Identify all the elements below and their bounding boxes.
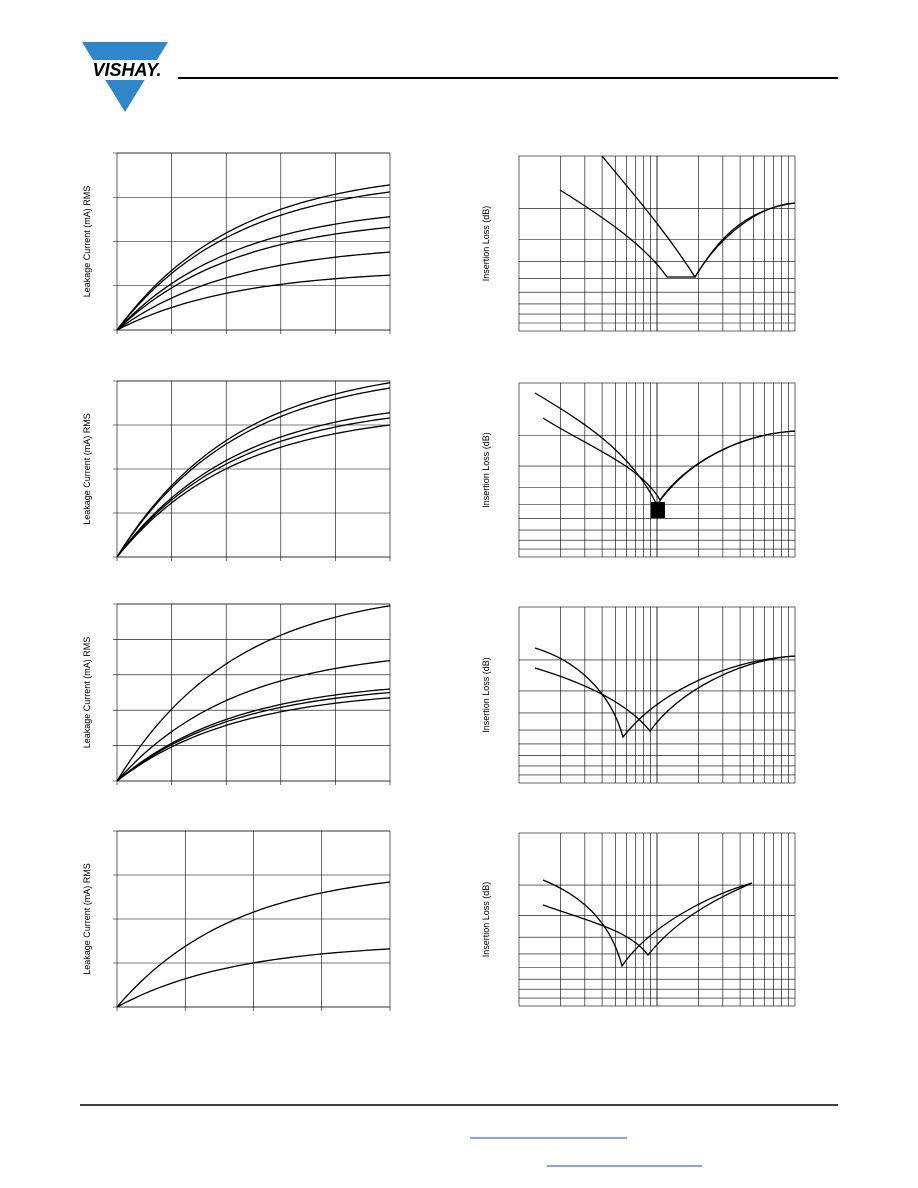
curve: [559, 189, 796, 278]
curve: [116, 251, 391, 331]
y-axis-label: Insertion Loss (dB): [481, 206, 491, 282]
curve: [116, 659, 391, 782]
logo-band: [80, 60, 174, 80]
curve: [542, 417, 796, 502]
curve: [116, 697, 391, 782]
curve: [116, 691, 391, 782]
y-axis-label: Leakage Current (mA) RMS: [82, 186, 92, 298]
marker-block: [651, 502, 665, 518]
y-axis-label: Leakage Current (mA) RMS: [82, 413, 92, 525]
curve: [116, 688, 391, 782]
curve: [116, 382, 391, 558]
curve: [116, 412, 391, 558]
curve: [542, 879, 753, 968]
curve: [534, 392, 796, 507]
curve: [116, 216, 391, 331]
curve: [116, 605, 391, 782]
curve: [116, 191, 391, 331]
y-axis-label: Insertion Loss (dB): [481, 432, 491, 508]
curve: [116, 184, 391, 331]
curve: [542, 882, 753, 957]
curve: [116, 948, 391, 1008]
curve: [116, 387, 391, 558]
curve: [116, 226, 391, 331]
y-axis-label: Leakage Current (mA) RMS: [82, 637, 92, 749]
curve: [534, 655, 796, 733]
plot-frame: [518, 832, 796, 1007]
curve: [116, 424, 391, 558]
curve: [534, 647, 796, 739]
plot-frame: [518, 606, 796, 784]
plot-frame: [518, 382, 796, 558]
curve: [116, 881, 391, 1008]
plot-frame: [518, 155, 796, 332]
logo-text: VISHAY.: [92, 60, 161, 80]
y-axis-label: Insertion Loss (dB): [481, 657, 491, 733]
curve: [601, 155, 796, 279]
curve: [116, 274, 391, 331]
y-axis-label: Leakage Current (mA) RMS: [82, 863, 92, 975]
curve: [116, 417, 391, 558]
y-axis-label: Insertion Loss (dB): [481, 882, 491, 958]
